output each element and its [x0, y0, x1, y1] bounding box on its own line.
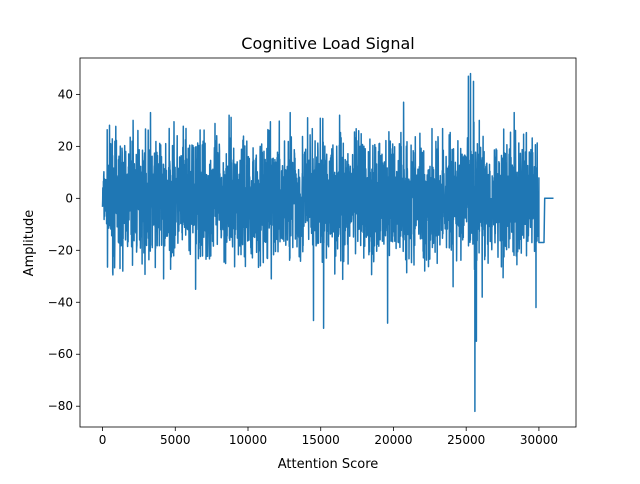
y-tick-label: −80: [48, 399, 73, 413]
y-tick-label: −60: [48, 347, 73, 361]
plot-area: [79, 57, 577, 428]
x-tick-label: 0: [99, 433, 107, 447]
y-axis-label: Amplitude: [22, 210, 37, 277]
y-tick-label: 0: [65, 191, 73, 205]
chart-title: Cognitive Load Signal: [241, 34, 414, 53]
y-tick-label: 40: [58, 87, 73, 101]
axes-frame: [79, 57, 577, 428]
series-line-signal: [101, 72, 554, 413]
x-tick-label: 15000: [302, 433, 340, 447]
x-tick-label: 30000: [520, 433, 558, 447]
x-tick-label: 10000: [229, 433, 267, 447]
x-tick-label: 5000: [160, 433, 191, 447]
x-tick-label: 25000: [447, 433, 485, 447]
x-axis: 0 5000 10000 15000 20000 25000 30000: [99, 427, 558, 447]
x-axis-label: Attention Score: [278, 457, 379, 472]
y-tick-label: 20: [58, 139, 73, 153]
y-tick-label: −40: [48, 295, 73, 309]
x-tick-label: 20000: [374, 433, 412, 447]
y-axis: −80 −60 −40 −20 0 20 40: [48, 87, 80, 413]
y-tick-label: −20: [48, 243, 73, 257]
